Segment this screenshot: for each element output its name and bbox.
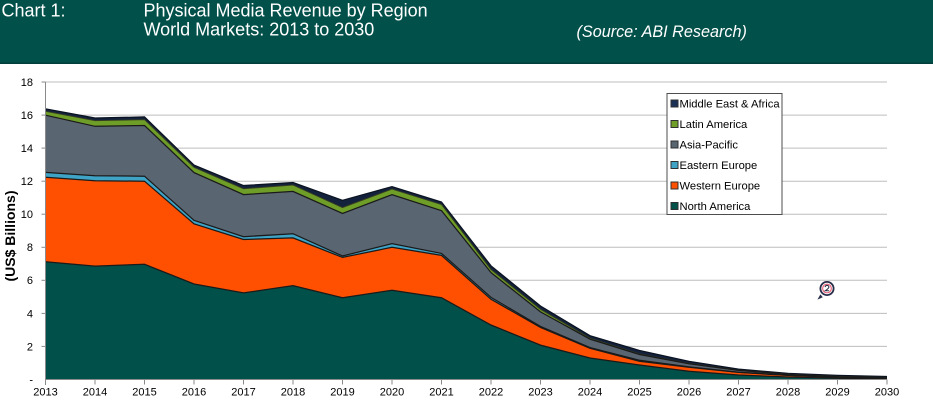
svg-text:2027: 2027	[726, 387, 750, 399]
svg-text:2023: 2023	[528, 387, 552, 399]
svg-text:Eastern Europe: Eastern Europe	[680, 160, 758, 172]
svg-text:Chart 1:: Chart 1:	[2, 1, 66, 21]
svg-text:(Source: ABI Research): (Source: ABI Research)	[577, 23, 747, 41]
svg-text:2013: 2013	[33, 387, 57, 399]
svg-text:2020: 2020	[380, 387, 404, 399]
svg-text:12: 12	[21, 176, 33, 188]
svg-text:2026: 2026	[677, 387, 701, 399]
svg-text:2014: 2014	[83, 387, 107, 399]
svg-text:2030: 2030	[875, 387, 899, 399]
svg-text:8: 8	[27, 242, 33, 254]
svg-text:Asia-Pacific: Asia-Pacific	[680, 140, 739, 152]
svg-text:(US$ Billions): (US$ Billions)	[2, 190, 18, 281]
svg-text:Middle East & Africa: Middle East & Africa	[680, 99, 781, 111]
svg-text:2028: 2028	[776, 387, 800, 399]
svg-text:Western Europe: Western Europe	[680, 181, 761, 193]
svg-text:2017: 2017	[231, 387, 255, 399]
svg-text:2021: 2021	[429, 387, 453, 399]
svg-text:-: -	[29, 374, 33, 386]
svg-text:2: 2	[27, 341, 33, 353]
svg-text:6: 6	[27, 275, 33, 287]
svg-text:2016: 2016	[182, 387, 206, 399]
svg-text:2019: 2019	[330, 387, 354, 399]
svg-text:2029: 2029	[825, 387, 849, 399]
svg-text:4: 4	[27, 308, 33, 320]
svg-text:Latin America: Latin America	[680, 119, 749, 131]
svg-text:2015: 2015	[132, 387, 156, 399]
svg-text:14: 14	[21, 143, 33, 155]
svg-text:World Markets: 2013 to 2030: World Markets: 2013 to 2030	[144, 20, 375, 40]
svg-text:2018: 2018	[281, 387, 305, 399]
svg-text:10: 10	[21, 209, 33, 221]
svg-text:Physical Media Revenue by Regi: Physical Media Revenue by Region	[144, 1, 428, 21]
svg-text:18: 18	[21, 77, 33, 89]
svg-text:2022: 2022	[479, 387, 503, 399]
svg-text:2025: 2025	[627, 387, 651, 399]
svg-text:16: 16	[21, 110, 33, 122]
svg-text:North America: North America	[680, 201, 752, 213]
svg-text:2024: 2024	[578, 387, 602, 399]
